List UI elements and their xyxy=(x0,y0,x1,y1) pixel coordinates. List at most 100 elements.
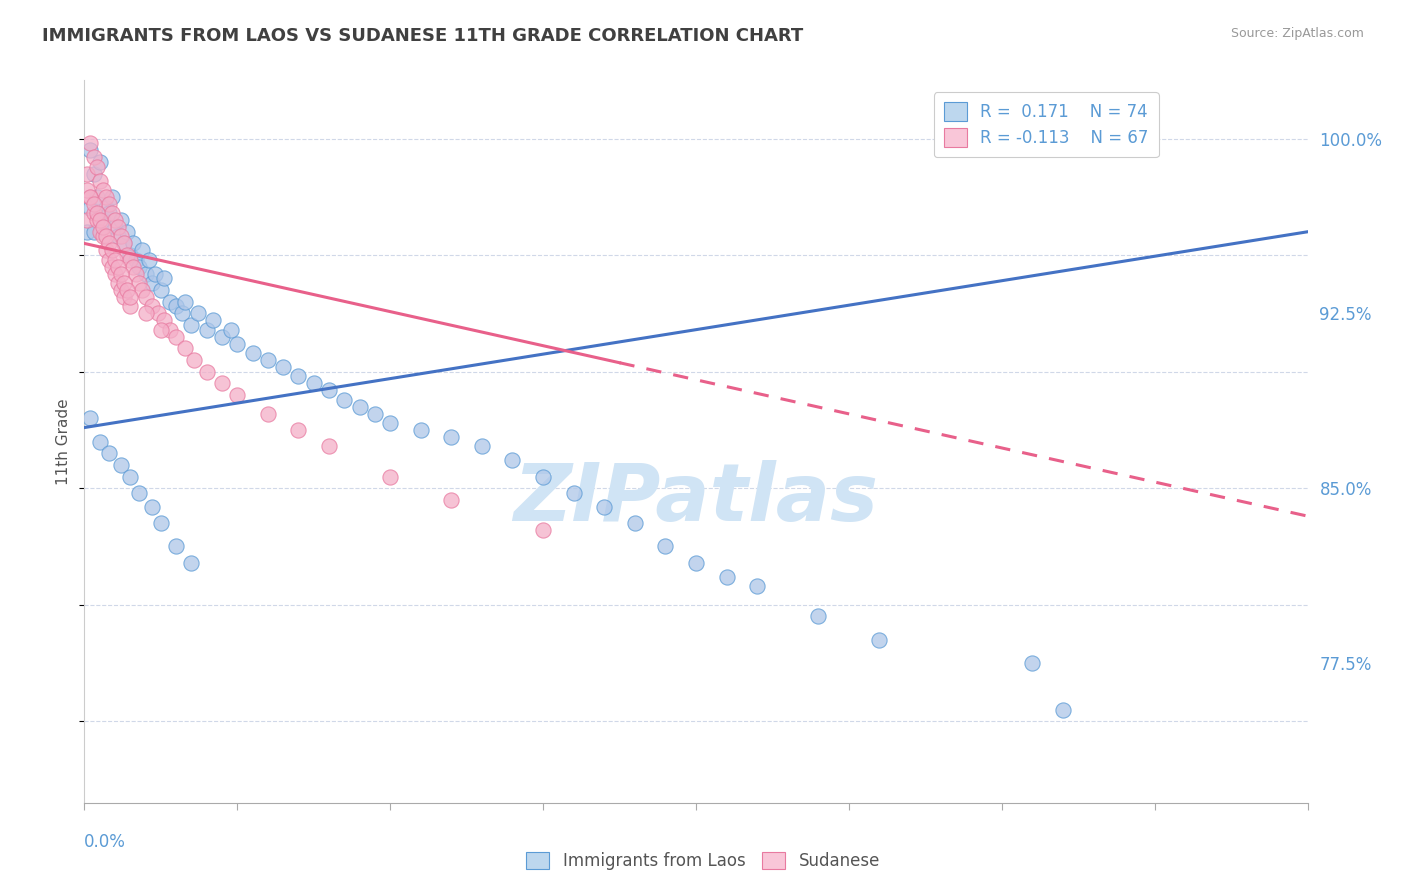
Point xyxy=(97,252,120,267)
Point xyxy=(153,313,176,327)
Point xyxy=(107,260,129,274)
Point xyxy=(79,190,101,204)
Point xyxy=(79,190,101,204)
Point xyxy=(211,376,233,391)
Point xyxy=(131,244,153,258)
Point xyxy=(165,540,187,554)
Point xyxy=(440,492,463,507)
Point xyxy=(135,306,157,320)
Point xyxy=(107,229,129,244)
Point xyxy=(349,400,371,414)
Point xyxy=(97,446,120,460)
Point xyxy=(83,167,105,181)
Point xyxy=(201,313,224,327)
Point xyxy=(128,276,150,290)
Point xyxy=(869,632,891,647)
Point xyxy=(101,206,124,220)
Point xyxy=(807,609,830,624)
Point xyxy=(531,469,554,483)
Point xyxy=(716,570,738,584)
Point xyxy=(654,540,676,554)
Point xyxy=(101,244,124,258)
Point xyxy=(86,190,108,204)
Legend: Immigrants from Laos, Sudanese: Immigrants from Laos, Sudanese xyxy=(519,845,887,877)
Point xyxy=(89,434,111,449)
Point xyxy=(149,516,172,530)
Point xyxy=(135,290,157,304)
Point xyxy=(107,276,129,290)
Point xyxy=(97,206,120,220)
Point xyxy=(86,206,108,220)
Point xyxy=(115,225,138,239)
Point xyxy=(685,556,707,570)
Point xyxy=(97,236,120,251)
Point xyxy=(624,516,647,530)
Point xyxy=(257,353,280,368)
Point xyxy=(83,196,105,211)
Point xyxy=(318,384,340,398)
Point xyxy=(76,225,98,239)
Point xyxy=(104,267,127,281)
Point xyxy=(159,323,181,337)
Point xyxy=(120,290,142,304)
Text: ZIPatlas: ZIPatlas xyxy=(513,460,879,539)
Point xyxy=(502,453,524,467)
Point xyxy=(120,252,142,267)
Point xyxy=(211,329,233,343)
Point xyxy=(195,323,218,337)
Point xyxy=(79,143,101,157)
Point xyxy=(531,523,554,537)
Point xyxy=(183,353,205,368)
Point xyxy=(1021,656,1043,670)
Point xyxy=(125,267,148,281)
Point xyxy=(110,458,132,472)
Point xyxy=(149,283,172,297)
Point xyxy=(149,323,172,337)
Point xyxy=(104,213,127,227)
Point xyxy=(110,213,132,227)
Point xyxy=(110,229,132,244)
Point xyxy=(107,220,129,235)
Point xyxy=(83,225,105,239)
Point xyxy=(165,299,187,313)
Point xyxy=(287,423,309,437)
Point xyxy=(409,423,432,437)
Point xyxy=(122,236,145,251)
Point xyxy=(120,299,142,313)
Point xyxy=(219,323,242,337)
Point xyxy=(83,206,105,220)
Legend: R =  0.171    N = 74, R = -0.113    N = 67: R = 0.171 N = 74, R = -0.113 N = 67 xyxy=(934,92,1159,157)
Point xyxy=(112,236,135,251)
Point xyxy=(226,388,249,402)
Point xyxy=(195,365,218,379)
Point xyxy=(110,267,132,281)
Point xyxy=(165,329,187,343)
Point xyxy=(91,220,114,235)
Text: Source: ZipAtlas.com: Source: ZipAtlas.com xyxy=(1230,27,1364,40)
Point xyxy=(112,276,135,290)
Point xyxy=(141,276,163,290)
Point xyxy=(318,439,340,453)
Point xyxy=(364,407,387,421)
Point xyxy=(94,229,117,244)
Point xyxy=(115,248,138,262)
Point xyxy=(125,252,148,267)
Point xyxy=(110,283,132,297)
Point xyxy=(97,196,120,211)
Point xyxy=(1052,702,1074,716)
Point xyxy=(128,485,150,500)
Point xyxy=(747,579,769,593)
Point xyxy=(141,299,163,313)
Point xyxy=(89,173,111,187)
Point xyxy=(76,167,98,181)
Point xyxy=(112,290,135,304)
Point xyxy=(94,244,117,258)
Point xyxy=(94,202,117,216)
Point xyxy=(122,260,145,274)
Point xyxy=(440,430,463,444)
Point xyxy=(141,500,163,514)
Point xyxy=(138,252,160,267)
Point xyxy=(287,369,309,384)
Point xyxy=(79,411,101,425)
Point xyxy=(94,190,117,204)
